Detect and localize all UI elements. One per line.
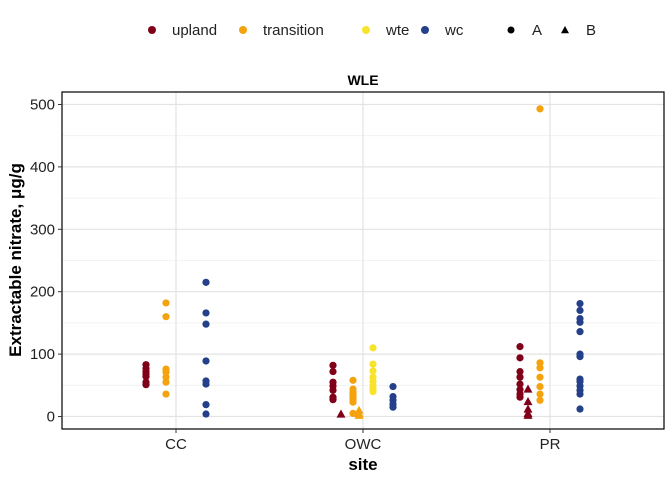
legend-shape-A: A [507, 22, 542, 39]
data-point-triangle [354, 410, 364, 419]
data-point-circle [142, 381, 150, 389]
data-point-circle [536, 390, 544, 398]
data-point-circle [349, 409, 357, 417]
legend-swatch [421, 26, 429, 34]
data-point-circle [369, 387, 377, 396]
data-point-circle [516, 354, 524, 362]
data-point-circle [202, 320, 210, 328]
x-tick-label: OWC [345, 436, 382, 453]
axes: 0 100 200 300 400 500 CC OWC PR [30, 96, 561, 453]
legend-swatch [148, 26, 156, 34]
data-point-circle [202, 401, 210, 409]
data-point-circle [576, 353, 584, 361]
legend: upland transition wte wc A B [148, 22, 596, 39]
data-point-triangle [523, 397, 533, 406]
data-point-circle [329, 367, 337, 376]
data-point-circle [536, 373, 544, 381]
data-point-triangle [523, 384, 533, 393]
data-point-circle [576, 306, 584, 315]
series-wc [202, 278, 584, 418]
data-points [142, 105, 584, 419]
data-point-circle [516, 343, 524, 351]
data-point-circle [349, 398, 357, 406]
legend-item-transition: transition [239, 22, 324, 39]
legend-label: upland [172, 22, 217, 39]
y-tick-label: 500 [30, 96, 55, 113]
data-point-circle [162, 313, 170, 321]
series-upland [142, 343, 533, 419]
data-point-triangle [336, 409, 346, 418]
data-point-circle [516, 393, 524, 401]
data-point-circle [162, 378, 170, 386]
legend-item-wte: wte [362, 22, 409, 39]
data-point-circle [536, 105, 544, 113]
y-tick-label: 200 [30, 284, 55, 301]
legend-item-wc: wc [421, 22, 464, 39]
data-point-circle [369, 360, 377, 368]
data-point-circle [536, 396, 544, 404]
data-point-circle [202, 309, 210, 317]
data-point-circle [576, 405, 584, 413]
legend-shape-B: B [561, 22, 596, 39]
data-point-circle [536, 382, 544, 391]
legend-shape-circle [507, 26, 515, 34]
data-point-circle [516, 373, 524, 381]
data-point-circle [329, 386, 337, 394]
x-axis-title: site [348, 455, 377, 474]
data-point-circle [202, 380, 210, 388]
data-point-circle [162, 299, 170, 307]
x-tick-label: CC [165, 436, 187, 453]
data-point-circle [576, 318, 584, 326]
data-point-circle [389, 403, 397, 411]
data-point-circle [202, 278, 210, 286]
y-tick-label: 400 [30, 159, 55, 176]
data-point-circle [369, 344, 377, 352]
data-point-circle [389, 382, 397, 391]
data-point-triangle [523, 410, 533, 419]
legend-label: wc [444, 22, 464, 39]
series-wte [369, 344, 377, 396]
data-point-circle [576, 390, 584, 398]
legend-shape-triangle [561, 26, 569, 34]
data-point-circle [576, 328, 584, 336]
data-point-circle [329, 396, 337, 404]
data-point-circle [202, 410, 210, 418]
data-point-circle [162, 390, 170, 398]
legend-label: A [532, 22, 542, 39]
x-tick-label: PR [540, 436, 561, 453]
data-point-circle [516, 367, 524, 376]
data-point-circle [349, 376, 357, 384]
data-point-circle [536, 364, 544, 372]
legend-label: wte [385, 22, 409, 39]
y-axis-title: Extractable nitrate, μg/g [6, 163, 25, 357]
legend-item-upland: upland [148, 22, 217, 39]
data-point-circle [162, 368, 170, 376]
data-point-circle [142, 372, 150, 381]
series-transition [162, 105, 544, 419]
data-point-circle [536, 359, 544, 367]
legend-swatch [362, 26, 370, 34]
data-point-circle [576, 299, 584, 308]
data-point-triangle [523, 404, 533, 413]
data-point-circle [516, 380, 524, 388]
y-tick-label: 300 [30, 221, 55, 238]
data-point-circle [329, 361, 337, 369]
data-point-circle [202, 357, 210, 365]
y-tick-label: 100 [30, 346, 55, 363]
y-tick-label: 0 [47, 409, 55, 426]
chart-title: WLE [347, 72, 378, 88]
legend-label: transition [263, 22, 324, 39]
data-point-circle [162, 373, 170, 381]
legend-label: B [586, 22, 596, 39]
legend-swatch [239, 26, 247, 34]
data-point-circle [369, 367, 377, 375]
grid [62, 92, 664, 429]
